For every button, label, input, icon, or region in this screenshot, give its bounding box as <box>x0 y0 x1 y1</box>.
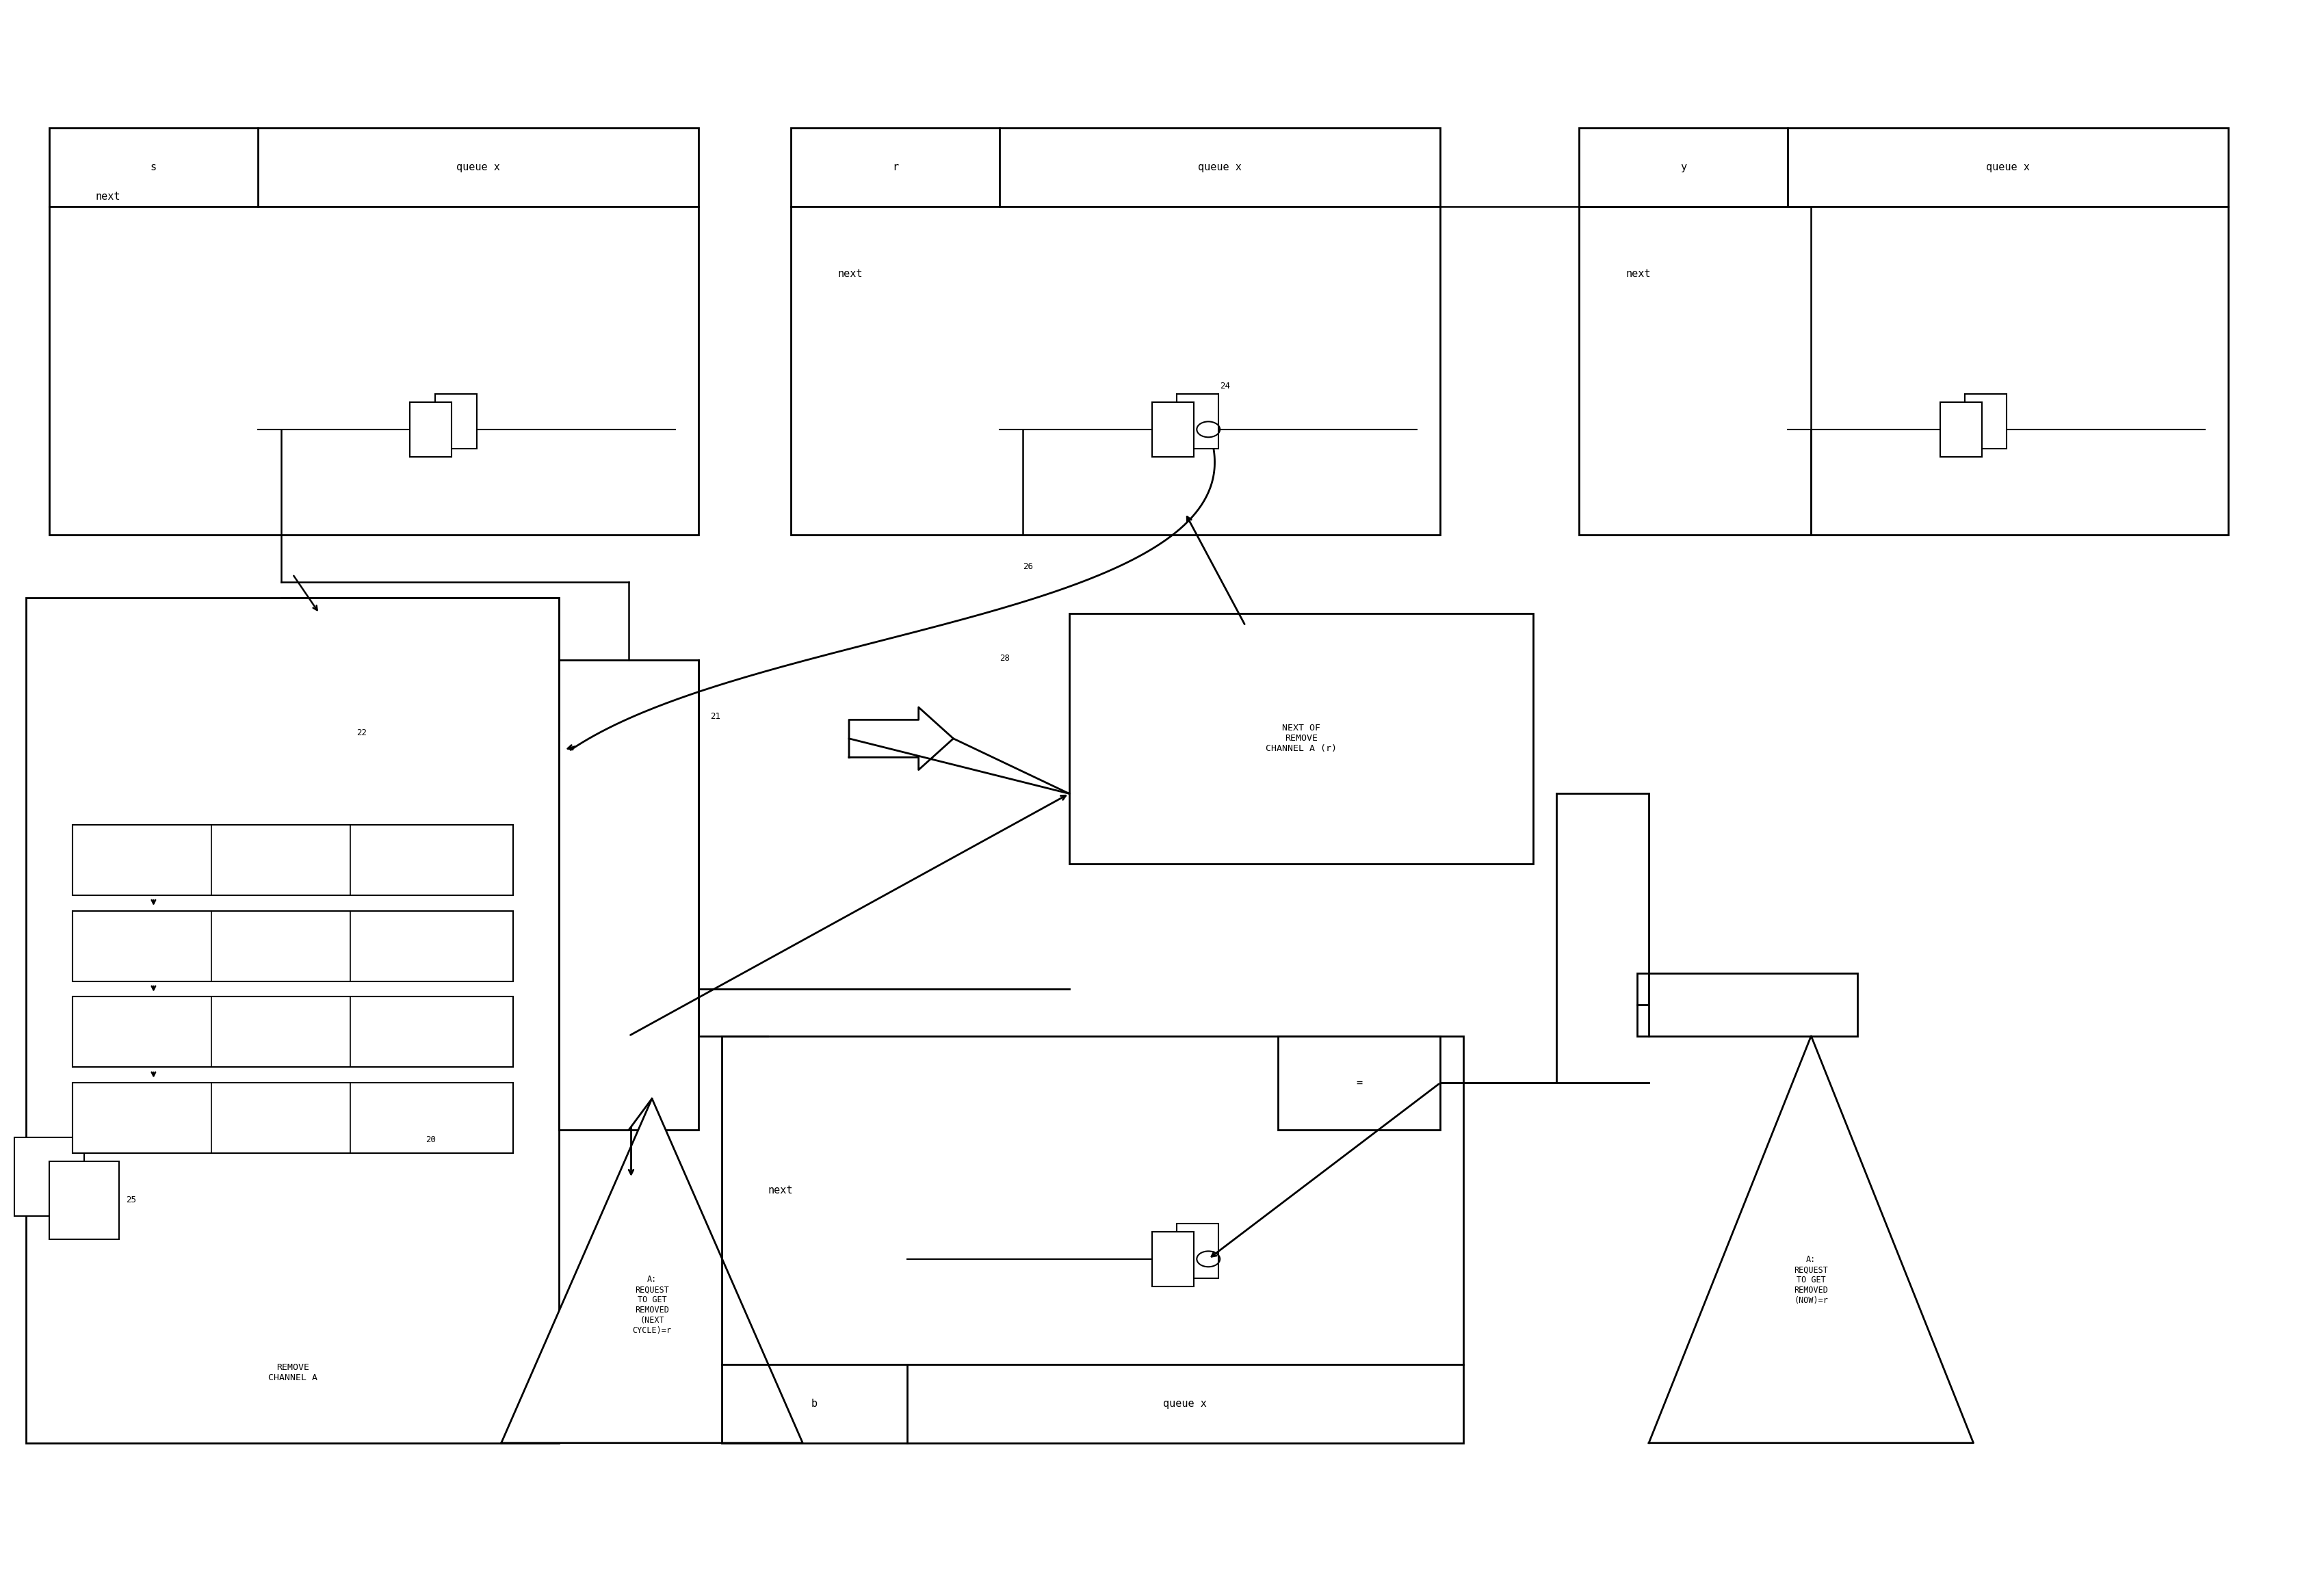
Bar <box>1153 402 1195 457</box>
Text: =: = <box>1355 1078 1362 1089</box>
Text: next: next <box>95 192 121 203</box>
Bar <box>1966 394 2008 449</box>
Text: 20: 20 <box>425 1136 437 1144</box>
Bar <box>720 1035 1464 1442</box>
Text: 22: 22 <box>356 729 367 737</box>
Text: y: y <box>1680 162 1687 173</box>
Bar <box>72 825 514 895</box>
Text: 24: 24 <box>1220 382 1229 391</box>
Text: queue x: queue x <box>1987 162 2031 173</box>
Bar <box>72 998 514 1067</box>
Bar <box>49 1161 119 1240</box>
Bar <box>26 597 560 1442</box>
Bar <box>14 1137 84 1216</box>
Bar <box>435 394 476 449</box>
Bar <box>72 911 514 982</box>
Text: REMOVE
CHANNEL A: REMOVE CHANNEL A <box>267 1364 318 1382</box>
Text: r: r <box>892 162 899 173</box>
Text: next: next <box>767 1186 792 1196</box>
Text: A:
REQUEST
TO GET
REMOVED
(NEXT
CYCLE)=r: A: REQUEST TO GET REMOVED (NEXT CYCLE)=r <box>632 1276 672 1335</box>
Text: next: next <box>837 269 862 278</box>
Bar <box>560 660 697 1130</box>
Text: queue x: queue x <box>1164 1398 1206 1409</box>
Text: queue x: queue x <box>456 162 500 173</box>
Bar <box>1278 1035 1441 1130</box>
Text: NEXT OF
REMOVE
CHANNEL A (r): NEXT OF REMOVE CHANNEL A (r) <box>1267 724 1336 753</box>
Bar <box>1153 1232 1195 1287</box>
Bar <box>1580 129 2229 536</box>
Bar <box>1941 402 1982 457</box>
Bar <box>1636 974 1857 1035</box>
Bar <box>790 129 1441 536</box>
Text: 26: 26 <box>1023 562 1034 570</box>
Bar <box>49 129 697 536</box>
Polygon shape <box>502 1098 802 1442</box>
Text: 21: 21 <box>709 712 720 721</box>
Bar <box>72 1082 514 1153</box>
Polygon shape <box>848 707 953 770</box>
Bar <box>1069 613 1534 864</box>
Text: queue x: queue x <box>1199 162 1241 173</box>
Text: 25: 25 <box>125 1196 137 1205</box>
Bar <box>1176 394 1218 449</box>
Bar <box>409 402 451 457</box>
Text: A:
REQUEST
TO GET
REMOVED
(NOW)=r: A: REQUEST TO GET REMOVED (NOW)=r <box>1794 1255 1829 1306</box>
Text: next: next <box>1627 269 1650 278</box>
Polygon shape <box>1648 1035 1973 1442</box>
Bar <box>1176 1224 1218 1279</box>
Text: b: b <box>811 1398 818 1409</box>
Text: 28: 28 <box>999 654 1011 663</box>
Text: s: s <box>151 162 156 173</box>
